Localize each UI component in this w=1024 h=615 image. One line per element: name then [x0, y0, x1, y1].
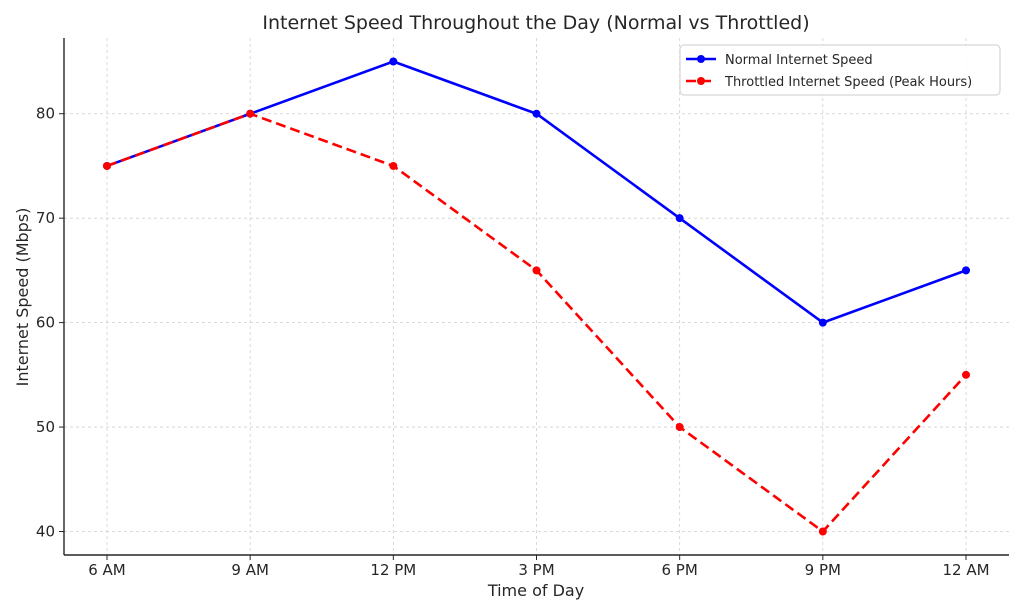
y-tick-label: 80: [36, 105, 55, 123]
x-axis-label: Time of Day: [487, 581, 584, 600]
legend-label: Normal Internet Speed: [725, 53, 873, 68]
data-point: [962, 266, 970, 275]
chart-title: Internet Speed Throughout the Day (Norma…: [262, 12, 809, 34]
data-point: [103, 161, 111, 170]
series-throttled: [103, 109, 970, 536]
x-tick-label: 9 AM: [231, 561, 269, 579]
legend-marker: [697, 77, 705, 85]
x-tick-label: 6 PM: [662, 561, 698, 579]
grid-lines: [64, 38, 1009, 555]
x-tick-label: 12 PM: [370, 561, 416, 579]
x-tick-label: 6 AM: [88, 561, 126, 579]
legend-marker: [697, 55, 705, 63]
data-point: [675, 214, 684, 223]
data-point: [389, 161, 398, 170]
ticks: 6 AM 9 AM 12 PM 3 PM 6 PM 9 PM 12 AM 40 50 60 70 80: [36, 105, 990, 579]
data-point: [389, 57, 398, 66]
x-tick-label: 3 PM: [518, 561, 554, 579]
data-point: [246, 109, 255, 118]
y-tick-label: 60: [36, 314, 55, 332]
legend-box: [679, 44, 1001, 96]
data-point: [675, 423, 684, 432]
data-point: [532, 109, 541, 118]
data-point: [818, 527, 827, 536]
x-tick-label: 9 PM: [805, 561, 841, 579]
x-tick-label: 12 AM: [942, 561, 989, 579]
y-axis-label: Internet Speed (Mbps): [13, 208, 32, 387]
y-tick-label: 50: [36, 418, 55, 436]
series-group: [103, 57, 970, 536]
data-point: [818, 318, 827, 327]
legend: Normal Internet Speed Throttled Internet …: [679, 44, 1001, 96]
data-point: [532, 266, 541, 275]
legend-label: Throttled Internet Speed (Peak Hours): [724, 75, 972, 90]
y-tick-label: 40: [36, 523, 55, 541]
y-tick-label: 70: [36, 209, 55, 227]
data-point: [962, 370, 970, 379]
